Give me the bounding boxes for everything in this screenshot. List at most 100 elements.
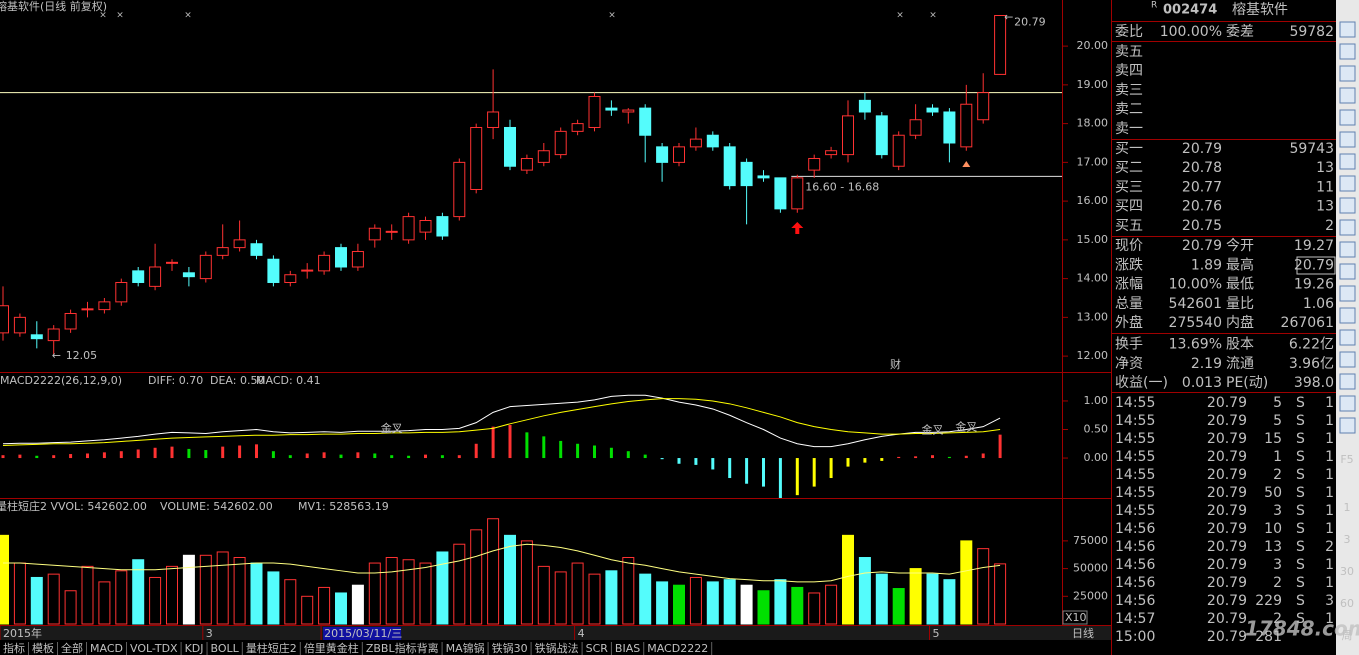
volume-bar xyxy=(892,588,905,625)
tool-icon[interactable] xyxy=(1339,219,1356,236)
candle-body xyxy=(182,272,195,278)
volume-bar xyxy=(0,534,9,625)
tool-button[interactable]: 1 xyxy=(1344,501,1351,514)
candle-body xyxy=(639,107,652,136)
tool-icon[interactable] xyxy=(1339,285,1356,302)
low-arrow: ← xyxy=(52,349,61,362)
volume-bar xyxy=(740,584,753,625)
tool-icon[interactable] xyxy=(1339,43,1356,60)
trade-time: 14:56 xyxy=(1115,539,1155,555)
volume-bar xyxy=(791,586,804,625)
volume-bar xyxy=(419,562,432,625)
stat-label: 外盘 xyxy=(1115,314,1143,331)
volume-bar xyxy=(132,559,145,625)
candle-body xyxy=(47,328,60,342)
tool-button[interactable]: 3 xyxy=(1344,533,1351,546)
candle-body xyxy=(0,305,9,334)
tool-icon[interactable] xyxy=(1339,175,1356,192)
tool-icon[interactable] xyxy=(1339,329,1356,346)
tool-icon[interactable] xyxy=(1339,197,1356,214)
tab[interactable]: KDJ xyxy=(185,642,204,655)
trade-volume: 281 xyxy=(1255,629,1282,645)
signal-triangle xyxy=(962,161,971,167)
tool-button[interactable]: F5 xyxy=(1340,453,1353,466)
trade-price: 20.79 xyxy=(1207,539,1247,555)
tab[interactable]: 指标 xyxy=(3,641,25,655)
volume-bar xyxy=(723,579,736,625)
volume-bar xyxy=(166,565,178,625)
tool-icon[interactable] xyxy=(1339,87,1356,104)
volume-bar xyxy=(689,576,702,625)
tool-icon[interactable] xyxy=(1339,373,1356,390)
y-tick-label: 18.00 xyxy=(1077,117,1109,130)
trade-volume: 3 xyxy=(1273,503,1282,519)
candle-body xyxy=(301,269,314,272)
tool-icon[interactable] xyxy=(1339,21,1356,38)
tab[interactable]: SCR xyxy=(586,642,609,655)
bid-price: 20.75 xyxy=(1182,218,1222,234)
tab[interactable]: VOL-TDX xyxy=(130,642,178,655)
stat-label: 今开 xyxy=(1226,238,1254,254)
period[interactable]: 日线 xyxy=(1072,626,1094,640)
tool-icon[interactable] xyxy=(1339,307,1356,324)
stat-label: 涨幅 xyxy=(1115,277,1143,293)
tab[interactable]: MA锦锅 xyxy=(446,641,485,655)
tab[interactable]: ZBBL指标背离 xyxy=(366,641,439,655)
bid-price: 20.77 xyxy=(1182,179,1222,195)
tab[interactable]: 全部 xyxy=(61,641,83,655)
tool-icon[interactable] xyxy=(1339,417,1356,434)
trade-time: 14:56 xyxy=(1115,575,1155,591)
tab[interactable]: 铁锅30 xyxy=(492,642,528,655)
candle-body xyxy=(554,130,567,156)
volume-bar xyxy=(504,534,516,625)
tool-button[interactable]: 30 xyxy=(1340,565,1354,578)
candle-body xyxy=(723,146,736,187)
value: 59782 xyxy=(1289,24,1334,40)
tab[interactable]: 模板 xyxy=(32,641,54,655)
y-tick-label: 25000 xyxy=(1073,589,1108,602)
tool-icon[interactable] xyxy=(1339,109,1356,126)
tab[interactable]: 量柱短庄2 xyxy=(246,641,297,655)
trade-time: 14:57 xyxy=(1115,611,1155,627)
stat-value: 398.0 xyxy=(1294,375,1334,391)
tab[interactable]: 倍里黄金柱 xyxy=(304,641,359,655)
volume-bar xyxy=(402,559,415,625)
macd-title: MACD2222(26,12,9,0) xyxy=(0,374,122,387)
tab[interactable]: MACD2222 xyxy=(647,642,708,655)
tool-icon[interactable] xyxy=(1339,351,1356,368)
candle-body xyxy=(98,301,111,311)
candle-body xyxy=(132,270,145,283)
trade-side: S xyxy=(1296,467,1305,483)
tool-button[interactable]: 60 xyxy=(1340,597,1354,610)
volume-legend: MV1: 528563.19 xyxy=(298,500,389,513)
volume-bar xyxy=(318,586,331,625)
stat-value: 10.00% xyxy=(1169,277,1222,293)
trade-volume: 2 xyxy=(1273,611,1282,627)
tab[interactable]: BOLL xyxy=(211,642,240,655)
y-tick-label: 14.00 xyxy=(1077,272,1109,285)
tab[interactable]: BIAS xyxy=(615,642,640,655)
marker: × xyxy=(608,11,616,21)
cross-label: 金叉 xyxy=(381,421,403,435)
tab[interactable]: MACD xyxy=(90,642,123,655)
candle-body xyxy=(842,115,854,156)
tool-button[interactable]: 周 xyxy=(1342,629,1353,642)
volume-bar xyxy=(115,570,128,625)
trade-volume: 229 xyxy=(1255,593,1282,609)
volume-bar xyxy=(284,579,297,625)
trade-volume: 13 xyxy=(1264,539,1282,555)
chart-title: 榕基软件(日线 前复权) xyxy=(0,0,107,13)
stat-label: 内盘 xyxy=(1226,314,1254,331)
stat-label: 最低 xyxy=(1226,277,1254,293)
tool-icon[interactable] xyxy=(1339,131,1356,148)
y-tick-label: 20.00 xyxy=(1077,39,1109,52)
tool-icon[interactable] xyxy=(1339,395,1356,412)
volume-bar xyxy=(875,573,888,625)
tool-icon[interactable] xyxy=(1339,153,1356,170)
tool-icon[interactable] xyxy=(1339,263,1356,280)
candle-body xyxy=(909,119,922,136)
tool-icon[interactable] xyxy=(1339,241,1356,258)
candle-body xyxy=(673,146,685,163)
tool-icon[interactable] xyxy=(1339,65,1356,82)
tab[interactable]: 铁锅战法 xyxy=(535,641,579,655)
